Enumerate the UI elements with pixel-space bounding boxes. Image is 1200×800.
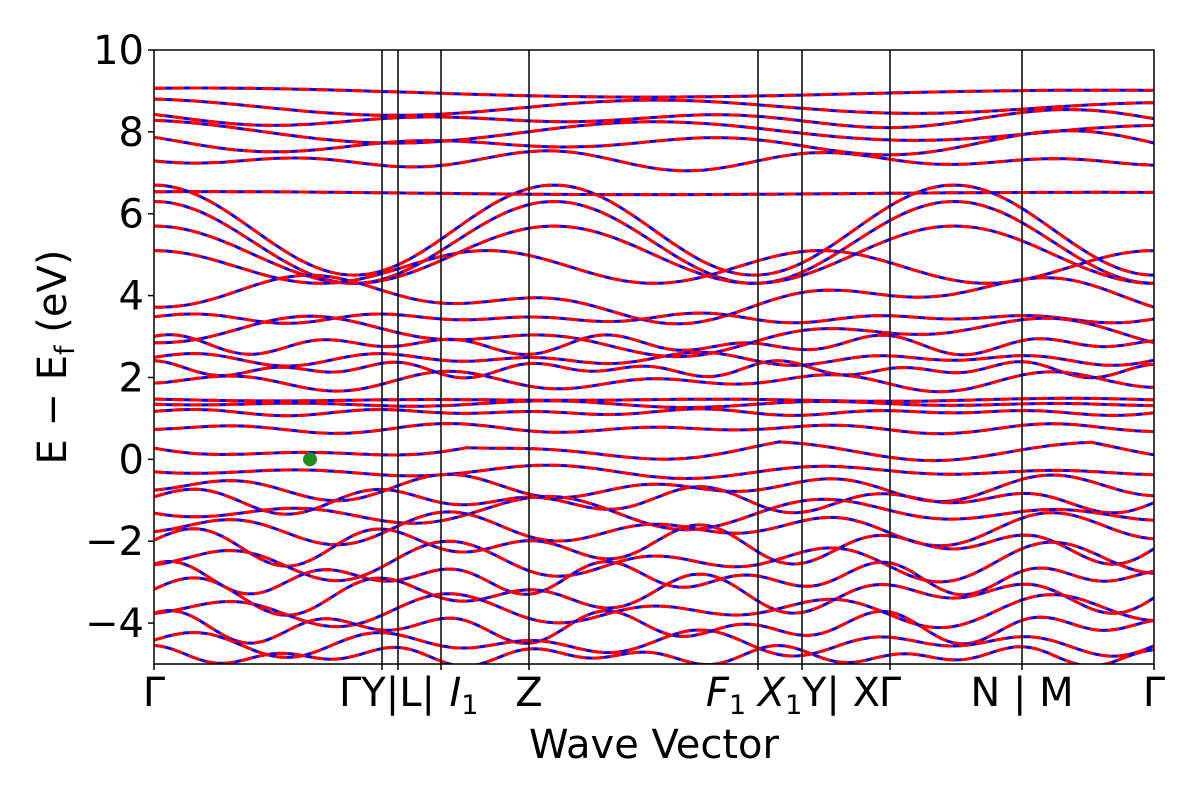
band-line-solid — [154, 523, 1154, 568]
band-line-dashed — [154, 224, 1154, 285]
band-line-solid — [154, 485, 1154, 516]
band-line-dashed — [154, 86, 1154, 99]
band-line-solid — [154, 510, 1154, 548]
x-tick-label: Γ — [1143, 670, 1166, 716]
band-line-dashed — [154, 421, 1154, 436]
y-axis-ticks: −4 −2 0 2 4 6 8 10 — [85, 28, 154, 647]
y-tick-label: 4 — [119, 274, 144, 320]
x-tick-label: Γ — [879, 670, 902, 716]
band-line-dashed — [154, 523, 1154, 568]
band-line-dashed — [154, 311, 1154, 325]
band-line-dashed — [154, 396, 1154, 403]
y-axis-label-unit: (eV) — [30, 250, 76, 346]
band-line-dashed — [154, 359, 1154, 380]
band-line-dashed — [154, 97, 1154, 117]
x-tick-label: Y| X — [801, 670, 880, 716]
band-line-dashed — [154, 149, 1154, 173]
x-tick-label: N | M — [970, 670, 1073, 716]
x-tick-label: F1 — [706, 670, 746, 721]
x-tick-label: I1 — [450, 670, 479, 721]
band-line-dashed — [154, 592, 1154, 630]
band-line-dashed — [154, 628, 1154, 659]
band-line-dashed — [154, 510, 1154, 548]
band-line-solid — [154, 97, 1154, 117]
band-line-dashed — [154, 609, 1154, 646]
band-line-dashed — [154, 333, 1154, 357]
plot-frame — [153, 49, 1155, 665]
x-tick-label: Z — [515, 670, 542, 716]
x-tick-label: ΓY|L| — [339, 670, 435, 716]
band-line-dashed — [154, 199, 1154, 285]
band-line-dashed — [154, 643, 1154, 664]
x-tick-label: X1 — [756, 670, 803, 721]
band-line-dashed — [154, 369, 1154, 394]
band-line-dashed — [154, 440, 1154, 463]
y-axis-label: E − Ef (eV) — [30, 250, 81, 465]
band-line-dashed — [154, 350, 1154, 368]
band-line-dashed — [154, 249, 1154, 285]
y-tick-label: −4 — [85, 601, 144, 647]
fermi-marker — [303, 452, 317, 467]
band-line-dashed — [154, 118, 1154, 145]
band-line-dashed — [154, 539, 1154, 584]
band-line-dashed — [154, 399, 1154, 409]
y-tick-label: −2 — [85, 519, 144, 565]
y-tick-label: 6 — [119, 192, 144, 238]
high-symmetry-lines — [381, 50, 1023, 664]
x-tick-label: Γ — [143, 670, 166, 716]
y-axis-label-main: E − E — [30, 355, 76, 465]
band-line-dashed — [154, 183, 1154, 277]
fermi-point-marker — [303, 452, 317, 467]
y-tick-label: 0 — [119, 437, 144, 483]
band-line-dashed — [154, 129, 1154, 157]
band-line-dashed — [154, 485, 1154, 516]
band-line-dashed — [154, 314, 1154, 359]
x-axis-label: Wave Vector — [529, 722, 780, 768]
band-lines — [154, 86, 1154, 664]
band-line-dashed — [154, 572, 1154, 617]
band-line-dashed — [154, 472, 1154, 504]
band-line-dashed — [154, 463, 1154, 481]
y-tick-label: 2 — [119, 355, 144, 401]
y-axis-label-sub: f — [50, 344, 81, 355]
band-line-dashed — [154, 107, 1154, 130]
band-line-dashed — [154, 560, 1154, 597]
band-line-dashed — [154, 407, 1154, 418]
y-tick-label: 8 — [119, 110, 144, 156]
band-line-dashed — [154, 273, 1154, 326]
y-tick-label: 10 — [93, 28, 144, 74]
